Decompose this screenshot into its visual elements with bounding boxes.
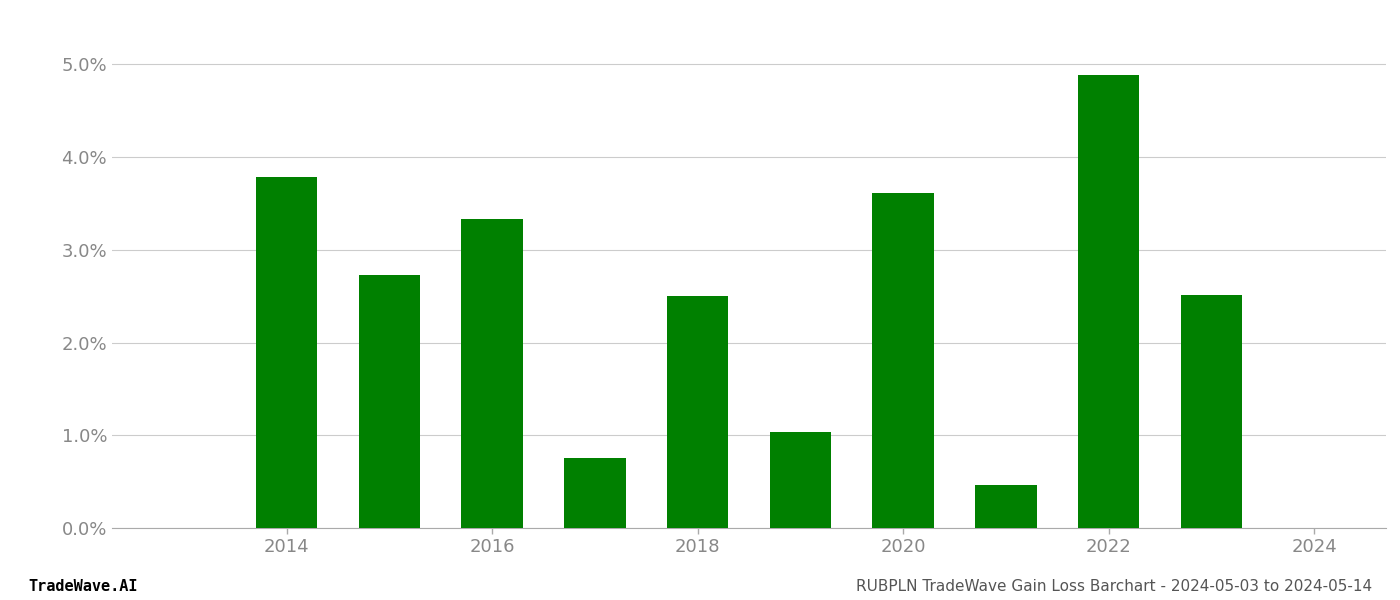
Text: RUBPLN TradeWave Gain Loss Barchart - 2024-05-03 to 2024-05-14: RUBPLN TradeWave Gain Loss Barchart - 20… bbox=[855, 579, 1372, 594]
Bar bbox=[358, 275, 420, 528]
Text: TradeWave.AI: TradeWave.AI bbox=[28, 579, 137, 594]
Bar bbox=[256, 178, 318, 528]
Bar bbox=[564, 458, 626, 528]
Bar bbox=[770, 431, 832, 528]
Bar bbox=[872, 193, 934, 528]
Bar bbox=[1078, 76, 1140, 528]
Bar bbox=[1180, 295, 1242, 528]
Bar bbox=[462, 219, 524, 528]
Bar bbox=[666, 296, 728, 528]
Bar bbox=[974, 485, 1036, 528]
